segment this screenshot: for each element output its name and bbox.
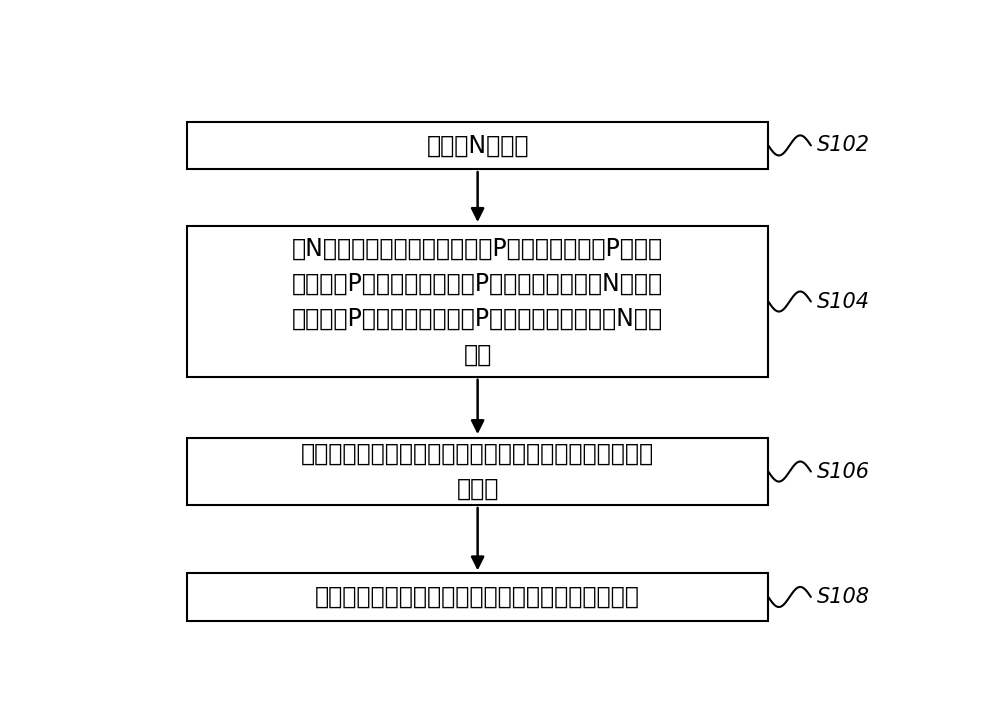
Text: 在半导体放电管的两面分别形成第一电极与第二电极: 在半导体放电管的两面分别形成第一电极与第二电极 [315,585,640,609]
Text: 沿N型衬底的两面分别生长第一P型短基区、第二P型短基
区、第一P型重掺杂区、第二P型重掺杂区、第一N型发射
区、第三P型重掺杂区、第四P型重掺杂区以及第二N型发: 沿N型衬底的两面分别生长第一P型短基区、第二P型短基 区、第一P型重掺杂区、第二… [292,237,663,366]
Text: S102: S102 [817,135,870,156]
Text: S104: S104 [817,292,870,311]
Text: S106: S106 [817,461,870,481]
FancyBboxPatch shape [187,438,768,505]
Text: S108: S108 [817,587,870,607]
Text: 对半导体放电管的四周进行刻蚀，并在刻蚀后的区域形成
绝缘层: 对半导体放电管的四周进行刻蚀，并在刻蚀后的区域形成 绝缘层 [301,442,654,501]
FancyBboxPatch shape [187,226,768,376]
FancyBboxPatch shape [187,573,768,620]
FancyBboxPatch shape [187,122,768,169]
Text: 提供一N型衬底: 提供一N型衬底 [426,133,529,157]
